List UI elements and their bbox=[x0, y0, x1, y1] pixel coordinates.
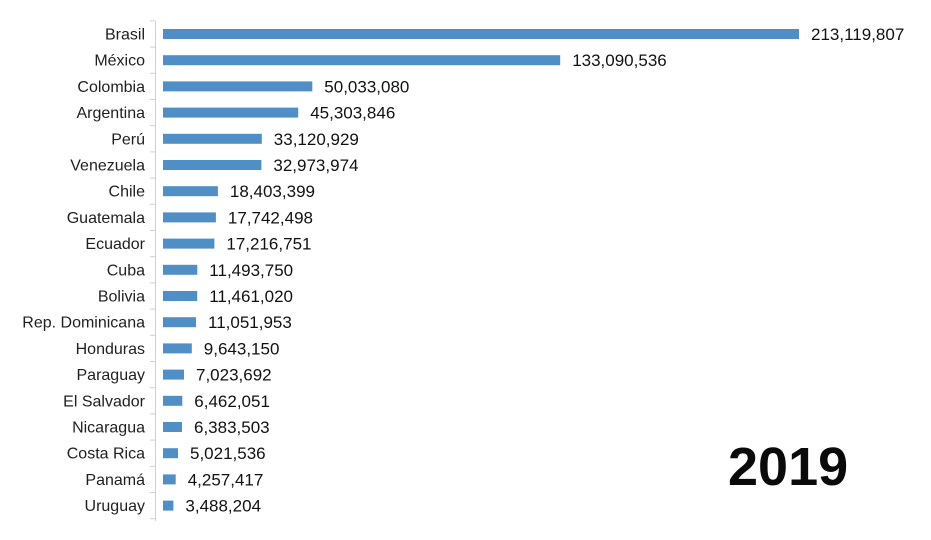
value-label: 17,216,751 bbox=[226, 235, 311, 254]
value-label: 32,973,974 bbox=[273, 156, 358, 175]
bar bbox=[163, 291, 198, 301]
bar bbox=[163, 186, 218, 197]
value-label: 5,021,536 bbox=[190, 444, 266, 463]
category-label: Argentina bbox=[77, 105, 146, 122]
category-label: Guatemala bbox=[67, 210, 145, 227]
category-label: Panamá bbox=[85, 472, 145, 489]
category-label: Chile bbox=[109, 184, 146, 201]
bar bbox=[163, 369, 184, 380]
category-label: Ecuador bbox=[85, 236, 145, 253]
value-label: 4,257,417 bbox=[188, 470, 264, 489]
category-label: Honduras bbox=[76, 341, 145, 358]
bar bbox=[163, 238, 215, 249]
value-label: 6,383,503 bbox=[194, 418, 270, 437]
bar bbox=[163, 81, 313, 92]
bar bbox=[163, 160, 262, 170]
category-label: Paraguay bbox=[77, 367, 146, 384]
value-label: 17,742,498 bbox=[228, 208, 313, 227]
bar bbox=[163, 500, 174, 511]
value-label: 6,462,051 bbox=[194, 392, 270, 411]
value-label: 133,090,536 bbox=[572, 51, 667, 70]
category-label: Cuba bbox=[107, 262, 145, 279]
bar bbox=[163, 264, 198, 275]
y-axis-ticks bbox=[150, 20, 156, 520]
value-label: 18,403,399 bbox=[230, 182, 315, 201]
category-label: Rep. Dominicana bbox=[22, 315, 145, 332]
bar bbox=[163, 395, 183, 406]
value-label: 3,488,204 bbox=[185, 497, 261, 516]
value-label: 50,033,080 bbox=[324, 77, 409, 96]
value-label: 7,023,692 bbox=[196, 366, 272, 385]
category-label: El Salvador bbox=[63, 393, 145, 410]
value-labels: 213,119,807 133,090,536 50,033,080 45,303,8… bbox=[185, 25, 904, 516]
bars-group bbox=[163, 29, 799, 511]
category-label: Venezuela bbox=[70, 158, 145, 175]
bar bbox=[163, 212, 216, 223]
value-label: 33,120,929 bbox=[274, 130, 359, 149]
value-label: 11,493,750 bbox=[209, 261, 293, 280]
bar bbox=[163, 448, 178, 459]
category-label: Uruguay bbox=[85, 498, 145, 515]
category-label: Colombia bbox=[77, 79, 145, 96]
bar bbox=[163, 474, 176, 485]
category-label: Brasil bbox=[105, 27, 145, 44]
bar bbox=[163, 317, 196, 328]
bar bbox=[163, 422, 182, 432]
bar bbox=[163, 343, 192, 354]
value-label: 45,303,846 bbox=[310, 104, 395, 123]
value-label: 11,051,953 bbox=[208, 313, 292, 332]
value-label: 213,119,807 bbox=[811, 25, 904, 44]
value-label: 9,643,150 bbox=[204, 339, 280, 358]
category-label: Costa Rica bbox=[67, 446, 145, 463]
year-label: 2019 bbox=[728, 437, 849, 497]
category-labels: Brasil México Colombia Argentina Perú Venezue… bbox=[22, 27, 145, 516]
value-label: 11,461,020 bbox=[209, 287, 293, 306]
bar bbox=[163, 29, 799, 39]
category-label: Perú bbox=[111, 131, 145, 148]
category-label: Bolivia bbox=[98, 289, 145, 306]
category-label: México bbox=[94, 53, 145, 70]
bar bbox=[163, 133, 262, 144]
bar bbox=[163, 107, 299, 118]
category-label: Nicaragua bbox=[72, 420, 145, 437]
bar bbox=[163, 55, 561, 66]
